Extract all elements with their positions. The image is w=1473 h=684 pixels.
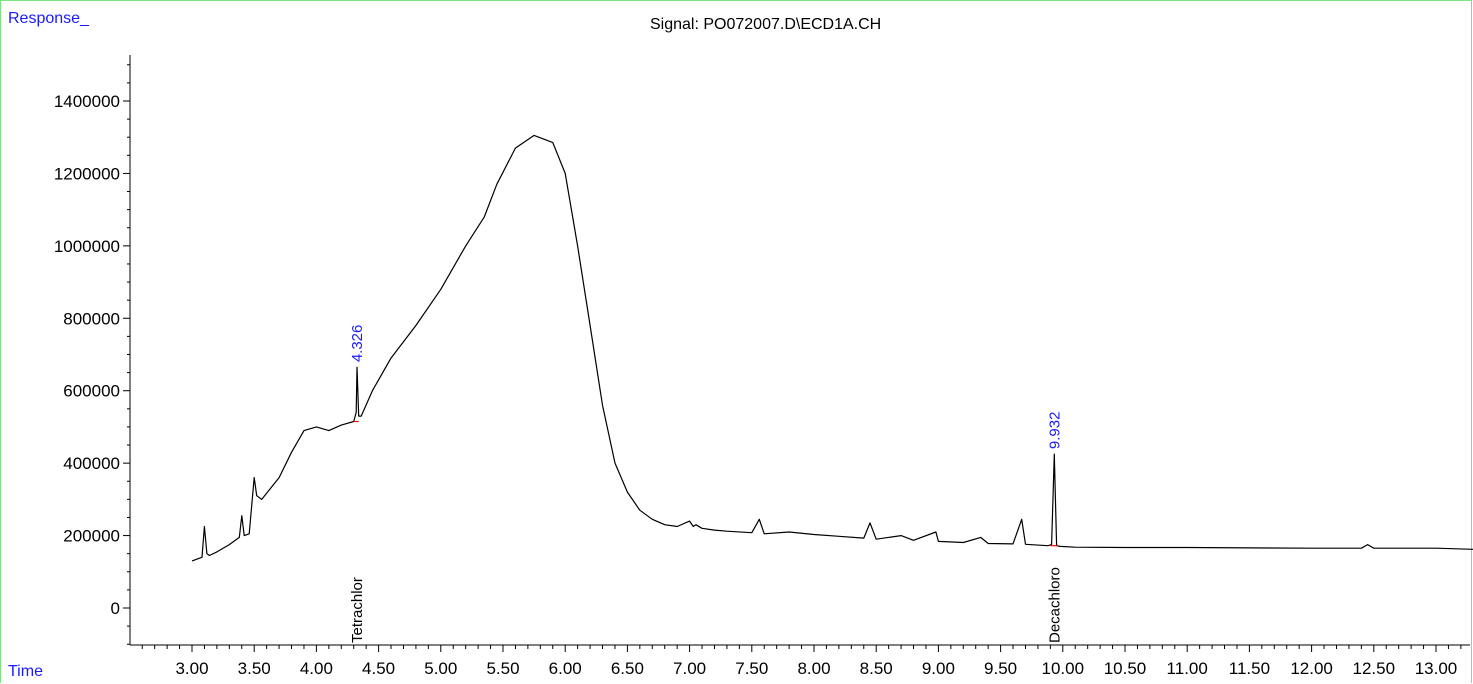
compound-label: Tetrachlor: [349, 577, 366, 643]
x-tick-label: 8.50: [860, 659, 893, 678]
x-tick-label: 3.00: [175, 659, 208, 678]
y-tick-label: 0: [111, 599, 120, 618]
y-tick-label: 1000000: [54, 237, 120, 256]
x-tick-label: 3.50: [238, 659, 271, 678]
peak-rt-label: 4.326: [349, 325, 366, 363]
x-axis-title: Time: [8, 663, 43, 680]
x-tick-label: 10.00: [1042, 659, 1085, 678]
x-tick-label: 11.50: [1229, 659, 1270, 678]
axes-group: 0 200000 400000 600000 800000 1000000 1200000 1…: [54, 55, 1470, 678]
x-tick-label: 9.50: [984, 659, 1017, 678]
x-tick-label: 10.50: [1104, 659, 1147, 678]
x-tick-label: 12.50: [1353, 659, 1396, 678]
x-tick-label: 7.50: [735, 659, 768, 678]
y-axis-title: Response_: [8, 10, 89, 27]
x-tick-label: 4.00: [300, 659, 333, 678]
x-tick-label: 5.00: [424, 659, 457, 678]
peak-rt-label: 9.932: [1046, 412, 1063, 450]
x-tick-label: 9.00: [922, 659, 955, 678]
y-tick-label: 1400000: [54, 92, 120, 111]
annotations-group: 4.326 9.932 Tetrachlor Decachloro: [349, 325, 1063, 643]
x-tick-label: 6.00: [549, 659, 582, 678]
x-tick-label: 13.00: [1415, 659, 1458, 678]
series-line: [191, 134, 1473, 562]
x-tick-label: 7.00: [673, 659, 706, 678]
chart-title: Signal: PO072007.D\ECD1A.CH: [650, 16, 882, 33]
series-group: [191, 134, 1473, 562]
x-tick-label: 8.00: [797, 659, 830, 678]
y-tick-label: 600000: [63, 382, 120, 401]
x-tick-label: 11.00: [1167, 659, 1208, 678]
compound-label: Decachloro: [1046, 567, 1063, 643]
y-tick-label: 1200000: [54, 164, 120, 183]
x-tick-label: 5.50: [486, 659, 519, 678]
y-tick-label: 400000: [63, 454, 120, 473]
y-tick-label: 200000: [63, 527, 120, 546]
y-tick-label: 800000: [63, 309, 120, 328]
x-tick-label: 4.50: [362, 659, 395, 678]
x-tick-label: 12.00: [1290, 659, 1333, 678]
x-tick-label: 6.50: [611, 659, 644, 678]
